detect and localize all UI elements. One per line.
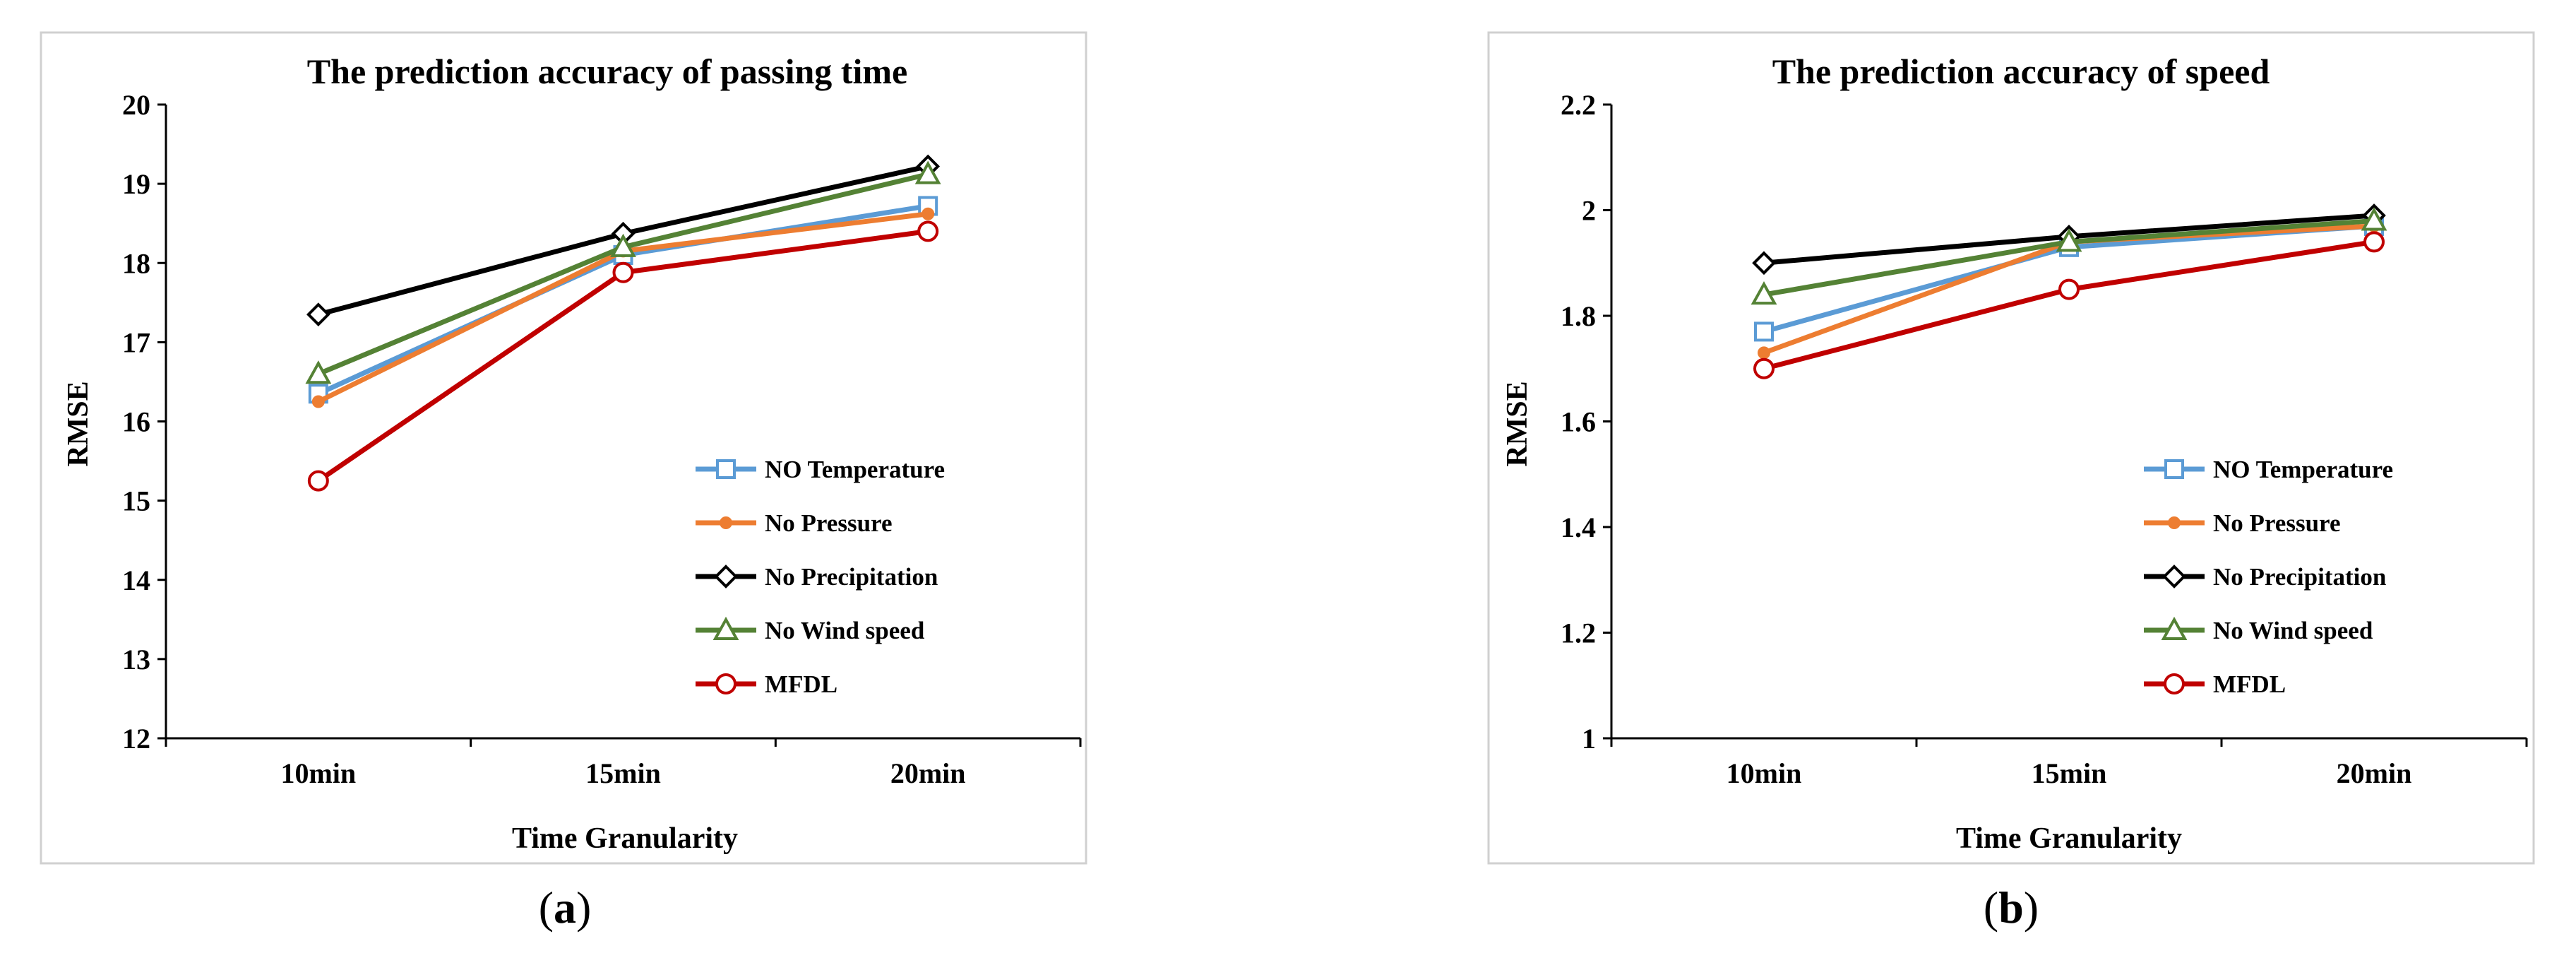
x-tick-label: 20min	[890, 757, 966, 789]
legend-item-no-precipitation: No Precipitation	[696, 563, 938, 591]
data-point-no-pressure	[922, 207, 935, 220]
x-tick-label: 10min	[280, 757, 356, 789]
caption-a-letter: a	[554, 882, 576, 933]
caption-b-letter: b	[1998, 882, 2024, 933]
data-point-no-wind-speed	[305, 360, 332, 384]
caption-a-close: )	[576, 882, 591, 933]
legend-label: NO Temperature	[765, 456, 945, 483]
legend-marker-no-pressure	[720, 516, 732, 529]
y-tick-label: 1.2	[1561, 617, 1596, 649]
data-point-mfdl	[2363, 231, 2385, 253]
y-tick-label: 19	[122, 168, 150, 200]
y-tick-label: 2	[1582, 195, 1596, 227]
y-tick-label: 18	[122, 247, 150, 279]
legend-marker-mfdl	[715, 673, 737, 694]
y-tick-label: 15	[122, 485, 150, 517]
data-point-no-wind-speed	[1751, 280, 1777, 305]
legend-marker-no-temperature	[716, 459, 736, 479]
legend-item-mfdl: MFDL	[696, 670, 837, 698]
y-tick-label: 12	[122, 723, 150, 755]
series-no-wind-speed	[1751, 207, 2387, 305]
caption-b-close: )	[2024, 882, 2039, 933]
legend-marker-no-temperature	[2164, 459, 2184, 479]
panel-b-ylabel: RMSE	[1501, 381, 1534, 466]
legend-marker-no-wind-speed	[712, 616, 739, 640]
panel-a: The prediction accuracy of passing time …	[40, 31, 1087, 865]
legend-marker-no-wind-speed	[2161, 616, 2188, 640]
caption-b-open: (	[1984, 882, 1998, 933]
data-point-mfdl	[307, 470, 329, 492]
caption-a: (a)	[539, 882, 592, 933]
legend-label: No Precipitation	[2213, 563, 2386, 591]
y-tick-label: 1.6	[1561, 406, 1596, 438]
legend-label: No Wind speed	[765, 617, 925, 644]
panel-a-ylabel: RMSE	[62, 381, 95, 466]
panel-a-title: The prediction accuracy of passing time	[307, 52, 907, 91]
data-point-no-wind-speed	[2361, 207, 2387, 231]
y-tick-label: 1	[1582, 723, 1596, 755]
data-point-no-wind-speed	[914, 160, 941, 184]
series-mfdl	[1753, 231, 2385, 379]
y-tick-label: 1.4	[1561, 511, 1596, 543]
legend-label: No Pressure	[2213, 509, 2341, 537]
panel-b-title: The prediction accuracy of speed	[1772, 52, 2270, 91]
y-tick-label: 2.2	[1561, 89, 1596, 121]
caption-b: (b)	[1984, 882, 2039, 933]
panel-a-plot: 12 13 14 15 16 17 18 19 20 10min 15min 20min	[122, 89, 1082, 789]
legend-item-no-temperature: NO Temperature	[2144, 456, 2393, 483]
series-mfdl	[307, 220, 939, 492]
legend-marker-mfdl	[2164, 673, 2185, 694]
legend-label: MFDL	[765, 670, 837, 698]
panel-b-legend: NO Temperature No Pressure No Precipitatio…	[2144, 456, 2393, 698]
x-tick-label: 15min	[2032, 757, 2107, 789]
y-tick-label: 14	[122, 564, 150, 596]
data-point-mfdl	[612, 261, 634, 283]
data-point-mfdl	[1753, 357, 1775, 379]
y-tick-label: 13	[122, 644, 150, 675]
panel-a-legend: NO Temperature No Pressure No Precipitatio…	[696, 456, 945, 698]
panel-b-plot: 1 1.2 1.4 1.6 1.8 2 2.2 10min 15min 20min	[1561, 89, 2528, 789]
y-tick-label: 17	[122, 326, 150, 358]
legend-label: NO Temperature	[2213, 456, 2393, 483]
y-tick-label: 16	[122, 406, 150, 438]
legend-item-no-wind-speed: No Wind speed	[2144, 616, 2373, 644]
x-tick-label: 20min	[2337, 757, 2412, 789]
legend-item-no-precipitation: No Precipitation	[2144, 563, 2386, 591]
legend-marker-no-precipitation	[2162, 564, 2186, 589]
data-point-no-precipitation	[1752, 251, 1776, 276]
data-point-mfdl	[917, 220, 939, 242]
data-point-mfdl	[2058, 278, 2080, 300]
legend-label: No Pressure	[765, 509, 893, 537]
legend-item-no-pressure: No Pressure	[2144, 509, 2341, 537]
panel-b-xlabel: Time Granularity	[1956, 822, 2182, 855]
y-tick-label: 1.8	[1561, 300, 1596, 332]
data-point-no-wind-speed	[610, 233, 636, 257]
legend-label: MFDL	[2213, 670, 2286, 698]
legend-label: No Wind speed	[2213, 617, 2373, 644]
y-tick-label: 20	[122, 89, 150, 121]
legend-item-mfdl: MFDL	[2144, 670, 2286, 698]
data-point-no-pressure	[1758, 346, 1770, 360]
legend-item-no-wind-speed: No Wind speed	[696, 616, 925, 644]
panel-b-frame	[1487, 31, 2535, 865]
data-point-no-temperature	[1754, 321, 1774, 342]
legend-label: No Precipitation	[765, 563, 938, 591]
panel-a-xlabel: Time Granularity	[512, 822, 738, 855]
legend-marker-no-precipitation	[714, 564, 738, 589]
data-point-no-pressure	[311, 395, 325, 408]
data-point-no-wind-speed	[2056, 228, 2082, 252]
legend-item-no-temperature: NO Temperature	[696, 456, 945, 483]
data-point-no-precipitation	[306, 302, 330, 326]
legend-marker-no-pressure	[2168, 516, 2181, 529]
caption-a-open: (	[539, 882, 554, 933]
series-no-wind-speed	[305, 160, 941, 384]
x-tick-label: 15min	[585, 757, 661, 789]
legend-item-no-pressure: No Pressure	[696, 509, 893, 537]
x-tick-label: 10min	[1727, 757, 1802, 789]
panel-b: The prediction accuracy of speed 1 1.2 1.4…	[1487, 31, 2535, 865]
